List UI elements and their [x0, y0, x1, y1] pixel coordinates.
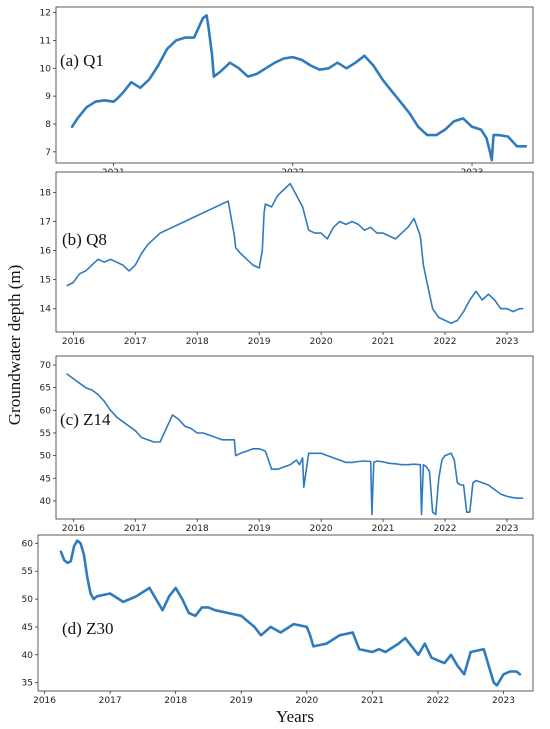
series-line-4 [59, 539, 522, 687]
y-tick-label: 65 [40, 384, 51, 394]
panel-label: (c) Z14 [60, 410, 111, 429]
x-tick-label: 2019 [248, 524, 271, 534]
x-tick-label: 2020 [295, 696, 318, 706]
y-tick-label: 70 [40, 361, 52, 371]
x-tick-label: 2017 [124, 337, 147, 347]
y-tick-label: 17 [40, 217, 51, 227]
y-tick-label: 10 [40, 64, 52, 74]
panels: 7 8 9 10 11 12 2021 2022 2023 (a) Q1 14 15 16 17 18 201… [22, 6, 534, 706]
x-tick-label: 2017 [124, 524, 147, 534]
x-tick-label: 2020 [310, 337, 333, 347]
x-tick-label: 2022 [434, 524, 457, 534]
y-tick-label: 35 [22, 679, 33, 689]
x-tick-label: 2021 [361, 696, 384, 706]
y-tick-label: 45 [22, 623, 33, 633]
y-tick-label: 40 [40, 497, 52, 507]
y-tick-label: 18 [40, 188, 52, 198]
x-tick-label: 2022 [434, 337, 457, 347]
x-tick-label: 2021 [372, 524, 395, 534]
x-axis-label: Years [276, 707, 314, 726]
panel-label: (b) Q8 [62, 230, 107, 249]
y-tick-label: 15 [40, 276, 51, 286]
y-tick-label: 50 [22, 595, 34, 605]
y-tick-label: 16 [40, 247, 52, 257]
plot-frame [55, 171, 534, 333]
x-tick-label: 2016 [33, 696, 56, 706]
y-tick-label: 45 [40, 474, 51, 484]
series-line-2 [66, 182, 524, 325]
y-tick-label: 12 [40, 9, 51, 19]
y-tick-label: 60 [22, 539, 34, 549]
plot-frame [55, 355, 534, 520]
x-tick-label: 2023 [496, 337, 519, 347]
chart-panel-4: 35 40 45 50 55 60 2016 2017 2018 2019 2020 2021 2022… [22, 534, 534, 706]
y-axis-label: Groundwater depth (m) [5, 265, 24, 426]
x-tick-label: 2022 [426, 696, 449, 706]
x-tick-label: 2021 [372, 337, 395, 347]
x-tick-label: 2018 [164, 696, 187, 706]
chart-panel-1: 789101112202120222023(a) Q1 [40, 6, 534, 178]
x-tick-label: 2018 [186, 337, 209, 347]
x-tick-label: 2020 [310, 524, 333, 534]
x-tick-label: 2023 [496, 524, 519, 534]
y-tick-label: 11 [40, 36, 51, 46]
panel-label: (d) Z30 [62, 619, 113, 638]
y-tick-label: 14 [40, 305, 52, 315]
y-tick-label: 7 [45, 148, 51, 158]
y-tick-label: 60 [40, 406, 52, 416]
y-tick-label: 8 [45, 120, 51, 130]
x-tick-label: 2019 [248, 337, 271, 347]
y-tick-label: 9 [45, 92, 51, 102]
x-tick-label: 2016 [62, 337, 85, 347]
x-tick-label: 2023 [492, 696, 515, 706]
x-tick-label: 2016 [62, 524, 85, 534]
x-tick-label: 2018 [186, 524, 209, 534]
x-tick-label: 2017 [99, 696, 122, 706]
x-tick-label: 2019 [230, 696, 253, 706]
panel-label: (a) Q1 [60, 51, 104, 70]
y-tick-label: 50 [40, 452, 52, 462]
y-tick-label: 40 [22, 651, 34, 661]
y-tick-label: 55 [40, 429, 51, 439]
y-tick-label: 55 [22, 567, 33, 577]
series-line-1 [70, 14, 528, 162]
chart-panel-3: 40 45 50 55 60 65 70 2016 2017 2018 2019 2020 2021 20… [40, 355, 534, 534]
plot-frame [37, 534, 534, 692]
chart-panel-2: 14 15 16 17 18 2016 2017 2018 2019 2020 2021 2022 20… [40, 171, 534, 347]
series-line-3 [66, 373, 524, 516]
